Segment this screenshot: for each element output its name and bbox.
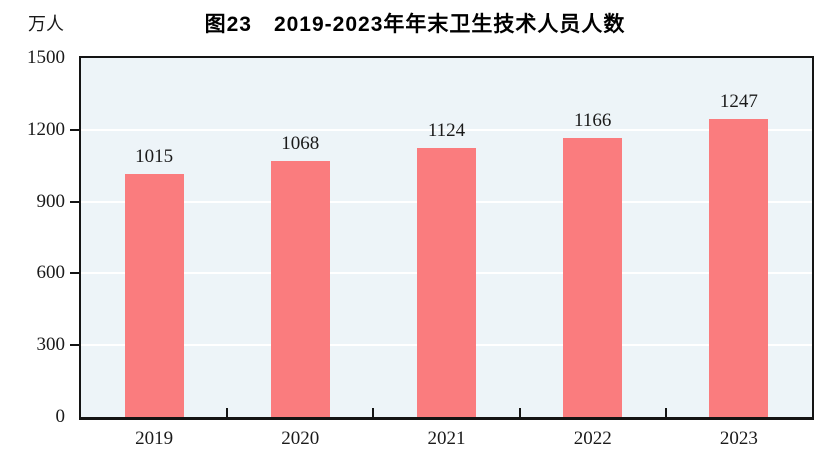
x-axis-tick: [372, 408, 375, 417]
plot-area: 0 300 600 900 1200 1500 1015 2019 1068 2020 1124 20…: [27, 47, 814, 449]
x-axis-label: 2023: [719, 428, 758, 449]
y-axis-unit-label: 万人: [28, 14, 64, 34]
y-axis-tick-1200: [70, 128, 81, 131]
y-axis-tick-label: 1200: [27, 118, 65, 140]
x-axis-tick: [226, 408, 229, 417]
bar-2020: [270, 161, 330, 417]
y-axis-tick-label: 300: [36, 334, 66, 356]
bar-2022: [563, 137, 623, 417]
y-axis-tick-label: 0: [55, 406, 66, 427]
x-axis-label: 2020: [281, 428, 320, 449]
bar-value-label: 1124: [427, 120, 466, 141]
y-axis-tick-label: 600: [36, 262, 66, 284]
bar-value-label: 1247: [719, 90, 758, 112]
bar-2023: [709, 118, 769, 417]
x-axis-label: 2021: [427, 428, 466, 449]
bar-value-label: 1015: [135, 146, 174, 168]
y-axis-tick-label: 900: [36, 190, 66, 212]
x-axis-tick: [518, 408, 521, 417]
gridline-1200: [81, 128, 812, 131]
bar-2021: [417, 148, 476, 417]
x-axis-label: 2019: [135, 428, 174, 449]
chart-title: 图23 2019-2023年年末卫生技术人员人数: [204, 13, 626, 36]
x-axis-label: 2022: [573, 428, 612, 449]
x-axis-tick: [664, 408, 667, 417]
bar-2019: [124, 174, 184, 417]
y-axis-tick-600: [70, 272, 81, 275]
y-axis-tick-300: [70, 344, 81, 347]
bar-value-label: 1068: [281, 133, 320, 155]
y-axis-tick-900: [70, 200, 81, 203]
bar-value-label: 1166: [574, 109, 612, 131]
y-axis-tick-label: 1500: [27, 47, 65, 68]
